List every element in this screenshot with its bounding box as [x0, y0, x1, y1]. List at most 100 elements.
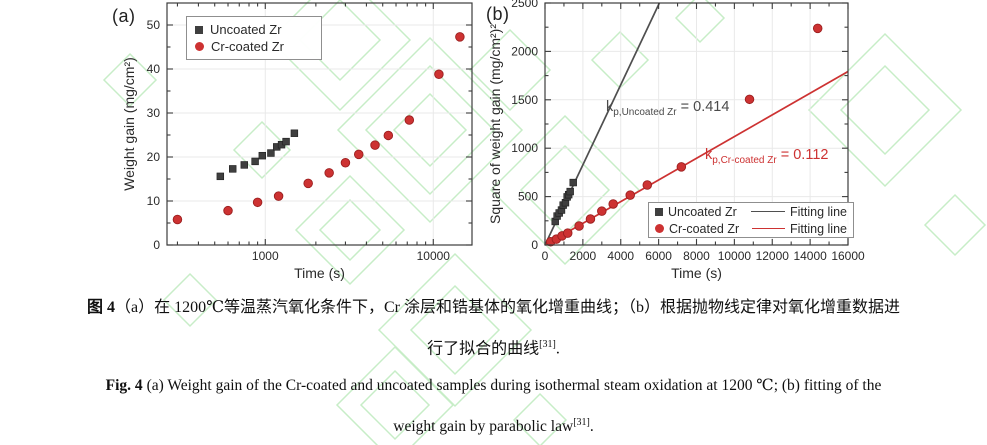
legend-a-row-coated: Cr-coated Zr — [195, 38, 313, 54]
data-point — [251, 157, 259, 166]
y-tick-label: 20 — [147, 150, 161, 164]
fit-line-fitting-line-0.112 — [544, 70, 849, 246]
caption-reference: [31] — [573, 417, 590, 429]
red-fit-line-icon — [751, 228, 785, 229]
y-tick-label: 2000 — [511, 44, 538, 58]
uncoated-zr-marker-icon — [195, 25, 203, 34]
data-point — [585, 214, 596, 224]
black-fit-line-icon — [751, 211, 786, 212]
data-point — [252, 197, 263, 208]
legend-label: Uncoated Zr — [668, 204, 737, 219]
caption-zh-bold: 图 4 — [86, 299, 115, 316]
caption-en-bold: Fig. 4 — [105, 377, 143, 395]
kp-subscript: p,Uncoated Zr — [613, 106, 677, 118]
caption-reference: [31] — [539, 339, 556, 350]
uncoated-zr-marker-icon — [655, 207, 663, 216]
figure-caption: 图 4（a）在 1200℃等温蒸汽氧化条件下，Cr 涂层和锆基体的氧化增重曲线；… — [0, 297, 987, 445]
kp-value: = 0.414 — [676, 99, 730, 115]
axis-ticks — [167, 3, 472, 246]
legend-label: Uncoated Zr — [210, 21, 282, 37]
panel-label-b: (b) — [486, 4, 510, 24]
data-point — [566, 187, 574, 196]
x-tick-label: 1000 — [252, 249, 279, 263]
y-tick-label: 0 — [531, 238, 538, 252]
caption-zh-text: . — [555, 340, 560, 358]
legend-b-row-uncoated: Uncoated Zr Fitting line — [655, 205, 847, 219]
kp-symbol: k — [705, 147, 713, 163]
x-tick-label: 14000 — [793, 249, 827, 263]
series-cr-coated-zr — [545, 23, 823, 247]
legend-a-row-uncoated: Uncoated Zr — [195, 21, 313, 37]
y-tick-label: 10 — [147, 194, 161, 208]
data-point — [324, 168, 334, 178]
tick-labels: 1000 10000 0 10 20 30 40 50 — [147, 18, 451, 263]
data-point — [290, 129, 299, 137]
cr-coated-zr-marker-icon — [195, 42, 204, 51]
caption-zh-line1: 图 4（a）在 1200℃等温蒸汽氧化条件下，Cr 涂层和锆基体的氧化增重曲线；… — [10, 297, 977, 319]
caption-en-text: weight gain by parabolic law — [393, 418, 574, 436]
chart-b: 0 2000 4000 6000 8000 10000 12000 14000 16000 0 50… — [487, 0, 865, 281]
cr-coated-zr-marker-icon — [655, 224, 664, 233]
caption-en-line1: Fig. 4 (a) Weight gain of the Cr-coated … — [10, 375, 977, 397]
data-point — [642, 180, 653, 190]
data-point — [229, 165, 237, 173]
data-point — [258, 151, 267, 160]
data-point — [216, 172, 225, 181]
series-uncoated-zr — [551, 178, 577, 226]
x-tick-label: 8000 — [683, 249, 710, 263]
kp-value: = 0.112 — [776, 147, 829, 163]
data-point — [267, 149, 275, 157]
caption-en-text: (a) Weight gain of the Cr-coated and unc… — [142, 377, 882, 395]
data-point — [562, 228, 573, 238]
data-point — [597, 206, 607, 216]
series-uncoated-zr — [216, 129, 299, 181]
data-point — [569, 178, 577, 187]
data-point — [353, 149, 364, 160]
data-point — [340, 157, 351, 168]
y-tick-label: 50 — [147, 18, 161, 32]
y-tick-label: 30 — [147, 106, 161, 120]
legend-a: Uncoated Zr Cr-coated Zr — [186, 16, 322, 60]
data-point — [812, 23, 823, 34]
data-point — [404, 115, 415, 125]
x-tick-label: 2000 — [570, 249, 597, 263]
legend-label: Cr-coated Zr — [669, 221, 740, 236]
data-point — [455, 32, 465, 42]
panel-label-a: (a) — [112, 6, 136, 26]
data-point — [370, 140, 380, 150]
x-tick-label: 6000 — [645, 249, 672, 263]
y-tick-label: 2500 — [511, 0, 538, 10]
data-point — [744, 94, 755, 105]
x-tick-label: 4000 — [607, 249, 634, 263]
watermark-diamonds — [102, 0, 987, 445]
data-point — [625, 190, 635, 200]
series-cr-coated-zr — [172, 32, 465, 225]
data-point — [282, 137, 290, 146]
data-point — [434, 69, 444, 80]
legend-label: Cr-coated Zr — [211, 38, 284, 54]
data-point — [574, 221, 584, 231]
x-tick-label: 16000 — [831, 249, 865, 263]
axis-ticks — [544, 2, 849, 246]
x-axis-title: Time (s) — [671, 265, 722, 281]
caption-en-text: . — [589, 418, 594, 436]
x-tick-label: 12000 — [756, 249, 790, 263]
x-tick-label: 10000 — [417, 249, 451, 263]
y-tick-label: 1500 — [511, 93, 538, 107]
kp-subscript: p,Cr-coated Zr — [712, 154, 777, 166]
caption-zh-text: 行了拟合的曲线 — [427, 340, 540, 358]
plot-frame — [166, 2, 473, 246]
data-point — [608, 199, 618, 209]
legend-b: Uncoated Zr Fitting line Cr-coated Zr Fi… — [648, 202, 854, 238]
y-tick-label: 0 — [153, 238, 160, 252]
data-point — [223, 205, 233, 216]
caption-zh-text: （a）在 1200℃等温蒸汽氧化条件下，Cr 涂层和锆基体的氧化增重曲线；（b）… — [115, 299, 901, 316]
x-axis-title: Time (s) — [294, 265, 345, 281]
data-point — [303, 178, 313, 189]
y-tick-label: 40 — [147, 62, 161, 76]
annotation-kp-coated: kp,Cr-coated Zr = 0.112 — [705, 147, 828, 166]
x-tick-label: 0 — [542, 249, 549, 263]
y-tick-label: 500 — [518, 190, 538, 204]
